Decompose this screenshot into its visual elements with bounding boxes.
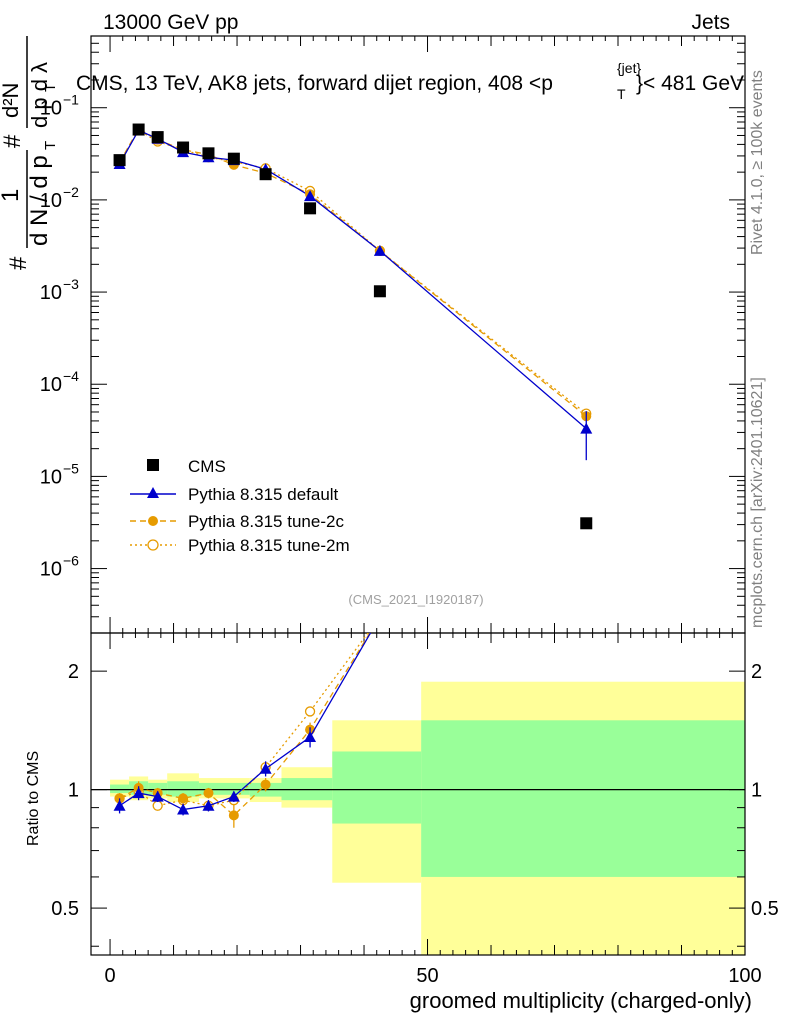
ratio-y-tick-label-right: 2	[751, 661, 762, 683]
main-y-axis-label: # 1 d N / d p T # d²N d p d λ T	[0, 36, 59, 270]
series-line	[119, 129, 587, 415]
ratio-y-tick-label-right: 1	[751, 780, 762, 802]
y-tick-exponent: −6	[63, 553, 79, 569]
ratio-data-point	[227, 790, 240, 802]
ratio-data-point	[304, 731, 317, 743]
y-tick-exponent: −1	[63, 92, 79, 108]
ratio-y-tick-label: 1	[68, 780, 79, 802]
x-tick-label: 0	[104, 965, 115, 987]
series-line	[119, 127, 587, 417]
ratio-data-point	[113, 799, 126, 811]
y-label-right-t: T	[42, 83, 59, 92]
ratio-data-point	[228, 810, 239, 821]
plot-title-jet: {jet}	[617, 60, 641, 76]
legend-label-default: Pythia 8.315 default	[188, 485, 339, 504]
ratio-data-point	[132, 787, 145, 799]
cms-data-point	[151, 131, 164, 144]
ratio-y-tick-label: 0.5	[51, 898, 79, 920]
legend-marker-default	[147, 487, 159, 498]
cms-data-point	[132, 123, 145, 136]
legend: CMS Pythia 8.315 default Pythia 8.315 tu…	[130, 457, 350, 555]
ratio-data-point	[304, 706, 316, 717]
y-label-d2n: d²N	[0, 83, 23, 118]
band-inner	[110, 784, 130, 794]
cms-data-point	[304, 202, 317, 215]
cms-data-point	[227, 152, 240, 165]
series-line	[119, 129, 587, 430]
data-point	[373, 244, 386, 256]
plot-title-t: T	[617, 86, 626, 102]
legend-marker-tune-2c	[148, 516, 158, 526]
plot-title-end: }< 481 GeV	[636, 72, 744, 95]
band-inner	[421, 720, 745, 877]
y-label-den-t: T	[42, 141, 59, 150]
category-label: Jets	[691, 11, 730, 34]
mcplots-label: mcplots.cern.ch [arXiv:2401.10621]	[749, 377, 766, 628]
y-tick-exponent: −4	[63, 368, 79, 384]
legend-label-cms: CMS	[188, 457, 226, 476]
legend-marker-tune-2m	[147, 539, 159, 551]
ratio-data-point	[178, 793, 189, 804]
y-label-hash: #	[5, 256, 32, 270]
y-label-dpt-dlambda: d p d λ	[27, 62, 52, 128]
analysis-id: (CMS_2021_I1920187)	[348, 592, 483, 607]
ratio-y-tick-label-right: 0.5	[751, 898, 779, 920]
ratio-data-point	[203, 788, 214, 799]
cms-data-point	[373, 285, 386, 298]
ratio-y-tick-label: 2	[68, 661, 79, 683]
band-inner	[167, 781, 199, 797]
axis-ticks	[91, 36, 746, 955]
ratio-series-layer	[113, 633, 372, 828]
y-tick-exponent: −5	[63, 460, 79, 476]
y-tick-exponent: −2	[63, 184, 79, 200]
cms-data-point	[113, 154, 126, 167]
legend-label-tune-2m: Pythia 8.315 tune-2m	[188, 536, 350, 555]
y-tick-label: 10	[40, 559, 62, 581]
band-inner	[217, 782, 250, 795]
x-tick-label: 50	[416, 965, 438, 987]
data-point	[580, 422, 593, 434]
x-tick-label: 100	[728, 965, 761, 987]
y-tick-label: 10	[40, 190, 62, 212]
cms-data-point	[259, 168, 272, 181]
ratio-data-point	[177, 803, 190, 815]
energy-label: 13000 GeV pp	[103, 11, 238, 34]
cms-data-point	[580, 517, 593, 530]
cms-uncertainty-bands	[91, 681, 745, 955]
y-tick-label: 10	[40, 374, 62, 396]
y-tick-exponent: −3	[63, 276, 79, 292]
main-series-layer	[113, 123, 593, 530]
ratio-data-point	[259, 762, 272, 774]
ratio-data-point	[260, 779, 271, 790]
ratio-data-point	[151, 790, 164, 802]
ratio-data-point	[152, 800, 163, 811]
cms-data-point	[177, 141, 190, 154]
ratio-plot-frame	[90, 632, 746, 956]
y-tick-label: 10	[40, 466, 62, 488]
band-inner	[332, 751, 422, 824]
plot-title-main: CMS, 13 TeV, AK8 jets, forward dijet reg…	[76, 72, 553, 95]
plot-title: CMS, 13 TeV, AK8 jets, forward dijet reg…	[76, 60, 744, 102]
ratio-series-line	[119, 633, 372, 811]
ratio-series-line	[119, 633, 371, 817]
y-label-one: 1	[0, 189, 24, 202]
cms-data-point	[202, 147, 215, 160]
x-axis-label: groomed multiplicity (charged-only)	[410, 988, 752, 1013]
legend-marker-cms	[147, 459, 159, 471]
data-point	[304, 190, 317, 202]
y-tick-label: 10	[40, 282, 62, 304]
ratio-y-axis-label: Ratio to CMS	[25, 751, 42, 846]
y-label-denominator: d N / d p	[26, 155, 53, 246]
legend-label-tune-2c: Pythia 8.315 tune-2c	[188, 512, 344, 531]
rivet-version-label: Rivet 4.1.0, ≥ 100k events	[749, 70, 766, 255]
y-tick-label: 10	[40, 98, 62, 120]
y-label-hash-2: #	[0, 134, 26, 148]
ratio-data-point	[202, 799, 215, 811]
